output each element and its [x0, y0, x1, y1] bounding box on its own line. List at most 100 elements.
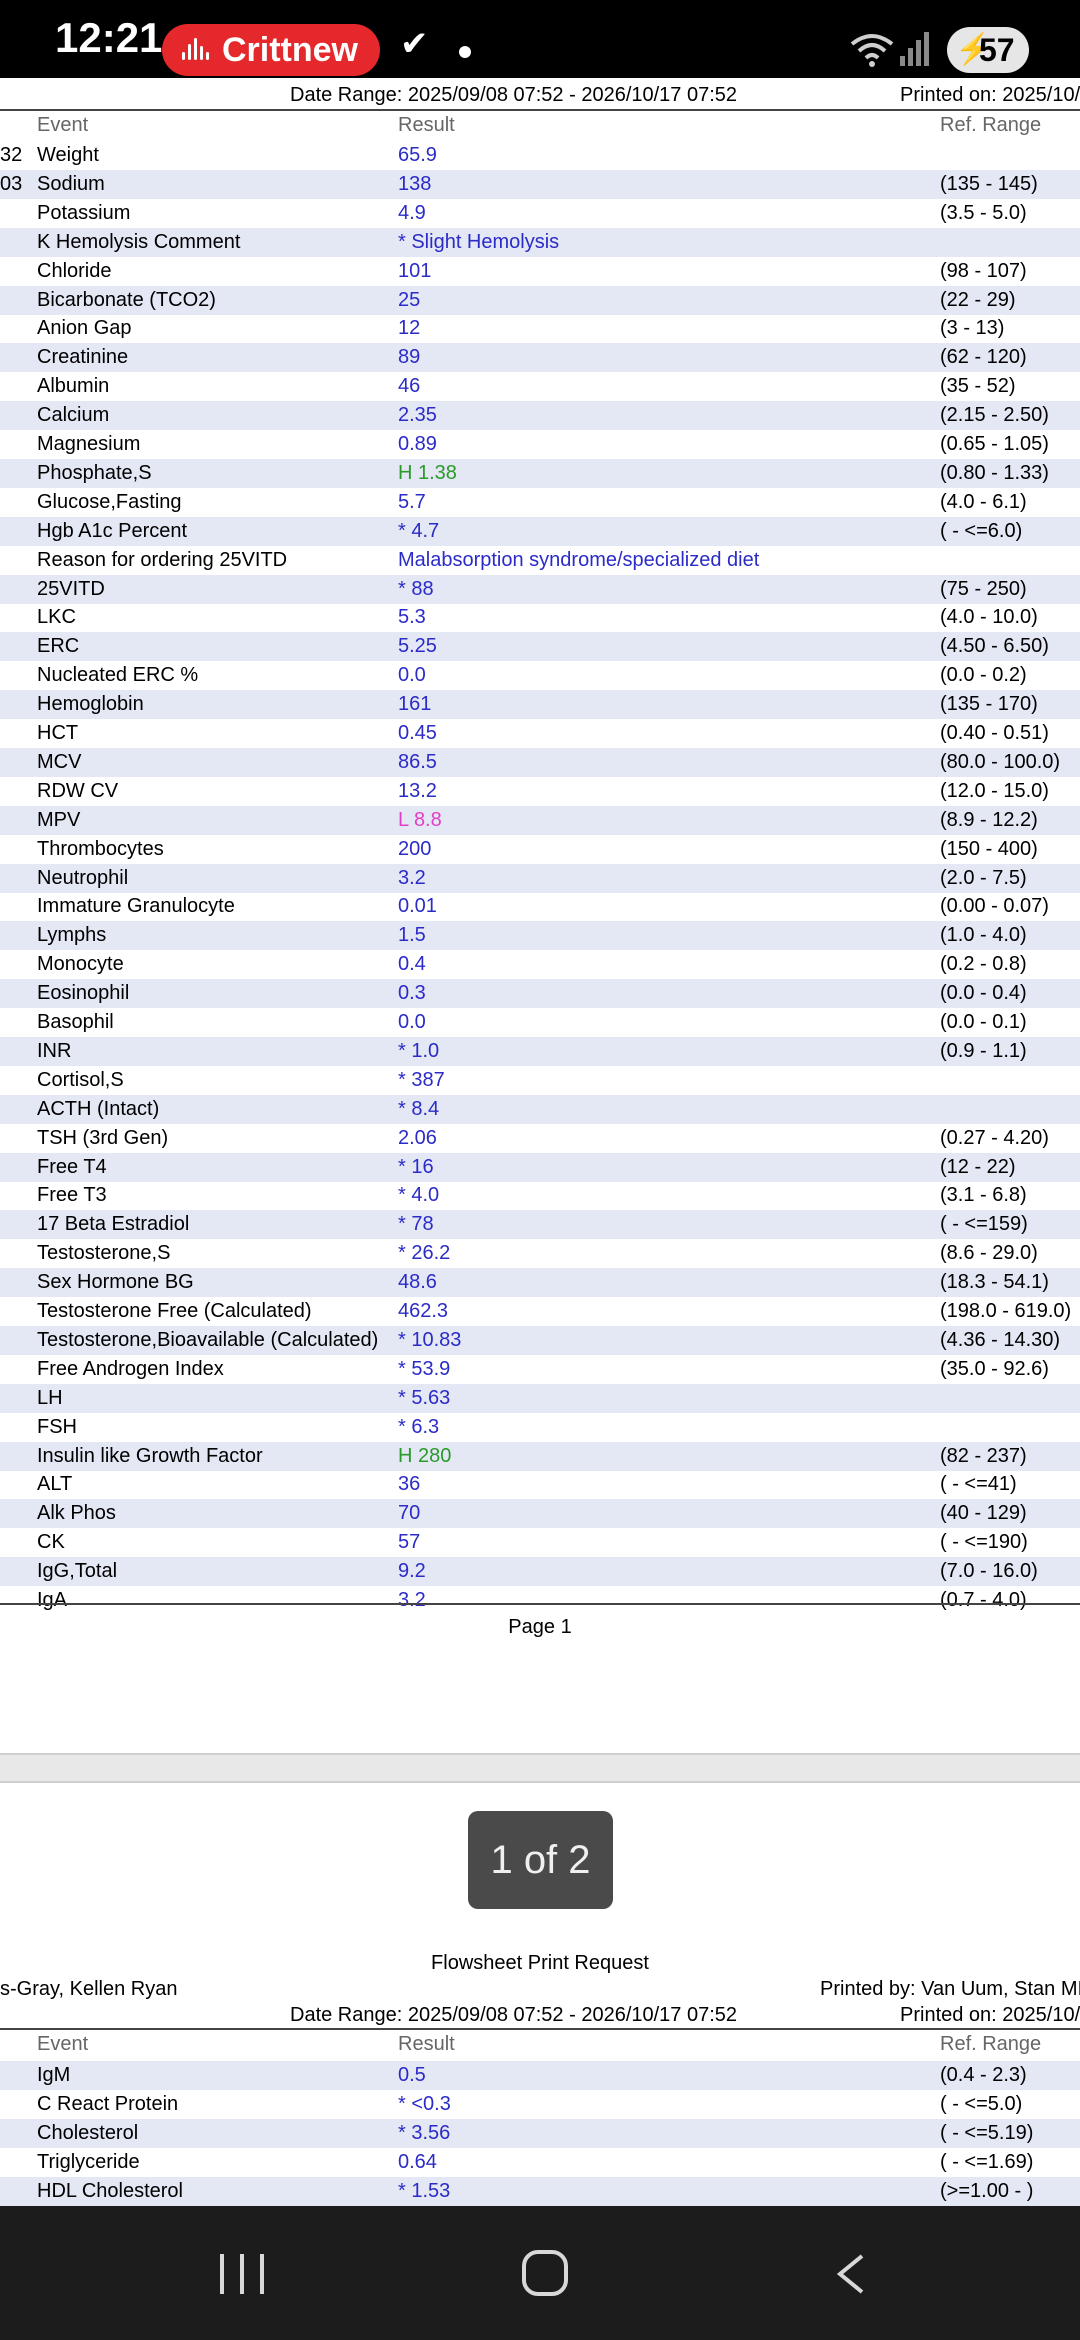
table-row: INR * 1.0 (0.9 - 1.1) — [0, 1036, 1080, 1066]
row-ref-range: (150 - 400) — [940, 837, 1038, 860]
home-icon[interactable] — [522, 2250, 568, 2296]
row-ref-range: (40 - 129) — [940, 1502, 1027, 1525]
row-result: * 1.53 — [398, 2179, 451, 2202]
row-ref-range: (4.50 - 6.50) — [940, 635, 1049, 658]
row-result: 2.35 — [398, 404, 437, 427]
table-row: Testosterone,Bioavailable (Calculated) * … — [0, 1325, 1080, 1355]
page2-printed-on: Printed on: 2025/10/ — [900, 2004, 1080, 2026]
row-event: Nucleated ERC % — [37, 664, 199, 687]
row-result: 46 — [398, 375, 421, 398]
row-result: 36 — [398, 1473, 421, 1496]
row-event: LH — [37, 1386, 63, 1409]
table-row: Triglyceride 0.64 ( - <=1.69) — [0, 2148, 1080, 2177]
page2-date-range: Date Range: 2025/09/08 07:52 - 2026/10/1… — [290, 2004, 738, 2026]
battery-charging-icon: ⚡ 57 — [947, 27, 1029, 73]
row-ref-range: (62 - 120) — [940, 346, 1027, 369]
row-event: Testosterone,Bioavailable (Calculated) — [37, 1328, 379, 1351]
table-row: Bicarbonate (TCO2) 25 (22 - 29) — [0, 285, 1080, 315]
row-result: 161 — [398, 693, 432, 716]
row-result: * 8.4 — [398, 1097, 440, 1120]
row-ref-range: ( - <=41) — [940, 1473, 1017, 1496]
table-row: Glucose,Fasting 5.7 (4.0 - 6.1) — [0, 488, 1080, 517]
table-row: MCV 86.5 (80.0 - 100.0) — [0, 747, 1080, 777]
table-row: LKC 5.3 (4.0 - 10.0) — [0, 603, 1080, 632]
column-header-event: Event — [37, 114, 89, 136]
back-icon[interactable] — [832, 2254, 868, 2294]
row-event: ERC — [37, 635, 80, 658]
row-ref-range: (0.4 - 2.3) — [940, 2064, 1027, 2086]
row-event: Testosterone Free (Calculated) — [37, 1300, 312, 1322]
recents-icon[interactable] — [220, 2254, 266, 2294]
row-ref-range: (35 - 52) — [940, 375, 1016, 398]
date-range: Date Range: 2025/09/08 07:52 - 2026/10/1… — [290, 84, 738, 106]
table-row: Potassium 4.9 (3.5 - 5.0) — [0, 199, 1080, 228]
row-ref-range: (12.0 - 15.0) — [940, 779, 1049, 802]
table-row: IgG,Total 9.2 (7.0 - 16.0) — [0, 1557, 1080, 1587]
row-result: * 53.9 — [398, 1357, 451, 1380]
check-icon: ✔ — [400, 25, 429, 63]
row-event: Alk Phos — [37, 1502, 116, 1525]
table-row: 25VITD * 88 (75 - 250) — [0, 574, 1080, 604]
row-ref-range: (0.0 - 0.2) — [940, 664, 1027, 687]
row-event: MPV — [37, 808, 81, 831]
row-result: 86.5 — [398, 750, 437, 773]
table-bottom-divider — [0, 1603, 1080, 1605]
table-row: Nucleated ERC % 0.0 (0.0 - 0.2) — [0, 661, 1080, 690]
row-result: * 1.0 — [398, 1039, 440, 1062]
row-event: HCT — [37, 722, 79, 744]
row-event: Cortisol,S — [37, 1068, 124, 1091]
table-row: MPV L 8.8 (8.9 - 12.2) — [0, 805, 1080, 835]
row-ref-range: (4.36 - 14.30) — [940, 1328, 1061, 1351]
table-row: Monocyte 0.4 (0.2 - 0.8) — [0, 950, 1080, 979]
header-divider — [0, 109, 1080, 111]
printed-by: Printed by: Van Uum, Stan MI — [820, 1978, 1080, 2000]
row-ref-range: (0.27 - 4.20) — [940, 1126, 1049, 1149]
navigation-bar — [0, 2206, 1080, 2340]
row-result: 0.01 — [398, 895, 437, 918]
page2-column-header-result: Result — [398, 2033, 455, 2055]
row-event: CK — [37, 1531, 65, 1554]
row-event: Potassium — [37, 201, 131, 224]
row-event: C React Protein — [37, 2092, 179, 2115]
recording-pill[interactable]: Crittnew — [162, 24, 380, 76]
table-row: 17 Beta Estradiol * 78 ( - <=159) — [0, 1210, 1080, 1240]
row-result: * 4.0 — [398, 1184, 440, 1207]
row-ref-range: ( - <=190) — [940, 1531, 1028, 1554]
row-ref-range: (2.15 - 2.50) — [940, 404, 1049, 427]
table-row: Thrombocytes 200 (150 - 400) — [0, 835, 1080, 864]
table-row: ACTH (Intact) * 8.4 — [0, 1094, 1080, 1124]
row-event: Sodium — [37, 172, 105, 195]
row-event: Cholesterol — [37, 2121, 139, 2144]
row-event: HDL Cholesterol — [37, 2179, 183, 2202]
signal-icon — [900, 30, 934, 66]
row-event: Anion Gap — [37, 317, 132, 340]
row-event: Triglyceride — [37, 2150, 140, 2173]
row-result: 0.0 — [398, 1011, 426, 1033]
column-header-ref-range: Ref. Range — [940, 114, 1042, 136]
row-lead: 32 — [0, 144, 23, 166]
table-row: CK 57 ( - <=190) — [0, 1528, 1080, 1557]
table-row: Free T3 * 4.0 (3.1 - 6.8) — [0, 1181, 1080, 1210]
row-result: * Slight Hemolysis — [398, 230, 560, 253]
row-result: * 16 — [398, 1155, 434, 1178]
row-result: 0.64 — [398, 2150, 437, 2173]
table-row: Anion Gap 12 (3 - 13) — [0, 314, 1080, 343]
row-event: K Hemolysis Comment — [37, 230, 241, 253]
row-ref-range: (75 - 250) — [940, 577, 1027, 600]
table-row: Testosterone Free (Calculated) 462.3 (198.… — [0, 1297, 1080, 1326]
row-result: 2.06 — [398, 1126, 437, 1149]
row-event: 25VITD — [37, 577, 105, 600]
page2-column-header-ref-range: Ref. Range — [940, 2033, 1042, 2055]
table-row: C React Protein * <0.3 ( - <=5.0) — [0, 2090, 1080, 2119]
row-ref-range: (3.1 - 6.8) — [940, 1184, 1027, 1207]
table-row: Cortisol,S * 387 — [0, 1066, 1080, 1095]
table-row: Calcium 2.35 (2.15 - 2.50) — [0, 401, 1080, 431]
row-ref-range: (22 - 29) — [940, 288, 1016, 311]
row-ref-range: (0.65 - 1.05) — [940, 433, 1049, 455]
table-row: Alk Phos 70 (40 - 129) — [0, 1499, 1080, 1529]
status-bar: 12:21 Crittnew ✔ ⚡ 57 — [0, 0, 1080, 78]
row-result: * 78 — [398, 1213, 434, 1236]
row-ref-range: (4.0 - 10.0) — [940, 606, 1038, 629]
row-event: Calcium — [37, 404, 110, 427]
row-result: * 3.56 — [398, 2121, 451, 2144]
